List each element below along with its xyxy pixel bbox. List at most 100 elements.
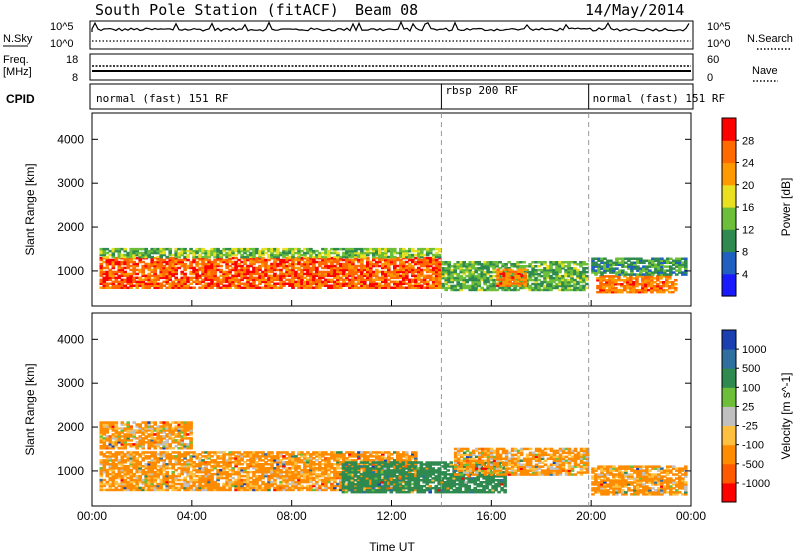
- echo-cell: [147, 467, 151, 470]
- echo-cell: [603, 267, 607, 270]
- echo-cell: [102, 429, 107, 432]
- echo-cell: [422, 286, 427, 289]
- echo-cell: [381, 258, 385, 262]
- echo-cell: [276, 453, 280, 456]
- echo-cell: [618, 263, 622, 266]
- echo-cell: [336, 284, 340, 287]
- echo-cell: [273, 260, 277, 264]
- echo-cell: [465, 284, 469, 288]
- echo-cell: [225, 286, 229, 289]
- echo-cell: [288, 268, 292, 272]
- echo-cell: [363, 467, 367, 470]
- echo-cell: [327, 278, 331, 282]
- echo-cell: [363, 463, 367, 466]
- echo-cell: [599, 288, 603, 292]
- echo-cell: [654, 267, 658, 270]
- echo-cell: [369, 453, 373, 456]
- echo-cell: [153, 445, 157, 448]
- echo-cell: [207, 251, 211, 255]
- echo-cell: [375, 260, 379, 264]
- echo-cell: [345, 268, 349, 272]
- echo-cell: [348, 274, 352, 278]
- echo-cell: [505, 272, 509, 275]
- echo-cell: [282, 264, 286, 268]
- echo-cell: [456, 272, 460, 276]
- echo-cell: [665, 288, 669, 292]
- echo-cell: [333, 470, 337, 474]
- echo-cell: [629, 284, 633, 288]
- echo-cell: [312, 249, 316, 253]
- echo-cell: [240, 255, 244, 259]
- echo-cell: [291, 249, 295, 253]
- echo-cell: [165, 443, 169, 446]
- echo-cell: [153, 276, 157, 280]
- echo-cell: [99, 262, 104, 266]
- echo-cell: [189, 286, 193, 289]
- echo-cell: [141, 264, 145, 268]
- echo-cell: [657, 257, 661, 260]
- echo-cell: [489, 282, 493, 286]
- echo-cell: [558, 280, 562, 284]
- echo-cell: [252, 480, 256, 484]
- echo-cell: [186, 463, 190, 466]
- echo-cell: [297, 459, 301, 462]
- echo-cell: [309, 470, 313, 474]
- echo-cell: [153, 441, 157, 444]
- echo-cell: [669, 269, 673, 272]
- echo-cell: [270, 249, 274, 253]
- echo-cell: [294, 455, 298, 458]
- echo-cell: [417, 247, 421, 251]
- echo-cell: [153, 476, 157, 480]
- echo-cell: [579, 270, 583, 274]
- echo-cell: [108, 451, 113, 454]
- echo-cell: [276, 264, 280, 268]
- echo-cell: [614, 279, 618, 282]
- echo-cell: [471, 282, 475, 286]
- echo-cell: [291, 465, 295, 468]
- echo-cell: [258, 463, 262, 466]
- echo-cell: [564, 280, 568, 284]
- echo-cell: [204, 286, 208, 289]
- echo-cell: [207, 268, 211, 272]
- echo-cell: [177, 262, 181, 266]
- echo-cell: [243, 266, 247, 270]
- echo-cell: [396, 463, 400, 466]
- echo-cell: [663, 261, 667, 264]
- echo-cell: [243, 451, 247, 454]
- echo-cell: [255, 260, 259, 264]
- freq-tick-low: 8: [72, 72, 78, 84]
- echo-cell: [186, 482, 190, 486]
- echo-cell: [312, 488, 316, 492]
- echo-cell: [393, 262, 397, 266]
- echo-cell: [255, 455, 259, 458]
- echo-cell: [381, 455, 385, 458]
- echo-cell: [282, 262, 286, 266]
- echo-cell: [165, 463, 169, 466]
- echo-cell: [321, 247, 325, 251]
- echo-cell: [411, 457, 415, 460]
- echo-cell: [282, 284, 286, 287]
- echo-cell: [162, 480, 166, 484]
- echo-cell: [312, 457, 316, 460]
- echo-cell: [153, 427, 157, 430]
- echo-cell: [264, 467, 268, 470]
- echo-cell: [153, 467, 157, 470]
- echo-cell: [363, 488, 367, 492]
- echo-cell: [279, 455, 283, 458]
- echo-cell: [393, 451, 397, 454]
- echo-cell: [629, 286, 633, 290]
- echo-cell: [399, 260, 403, 264]
- echo-cell: [330, 278, 334, 282]
- echo-cell: [132, 461, 136, 464]
- echo-cell: [411, 272, 415, 276]
- echo-cell: [162, 478, 166, 482]
- echo-cell: [204, 463, 208, 466]
- echo-cell: [453, 263, 457, 266]
- echo-cell: [369, 272, 373, 276]
- echo-cell: [579, 280, 583, 284]
- echo-cell: [441, 274, 445, 278]
- echo-cell: [156, 476, 160, 480]
- echo-cell: [324, 255, 328, 259]
- echo-cell: [117, 468, 122, 472]
- echo-cell: [195, 260, 199, 264]
